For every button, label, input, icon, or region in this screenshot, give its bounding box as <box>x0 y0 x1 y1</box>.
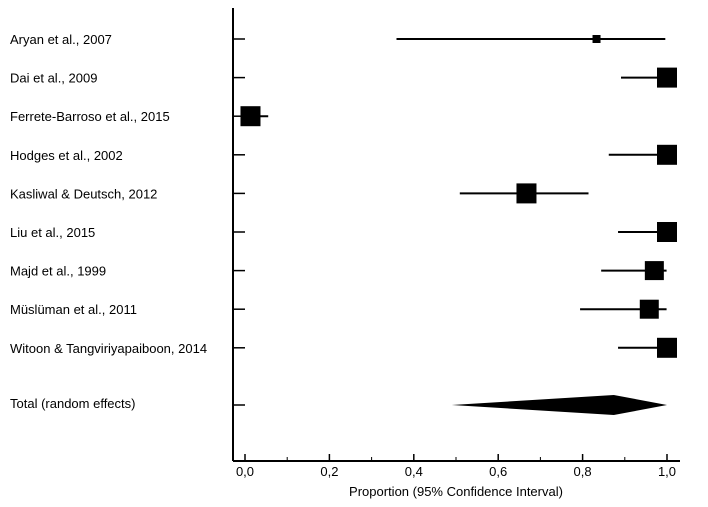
estimate-square <box>657 337 677 358</box>
study-label: Dai et al., 2009 <box>10 71 97 86</box>
axes <box>232 8 680 462</box>
study-label: Ferrete-Barroso et al., 2015 <box>10 109 170 124</box>
estimate-square <box>657 67 677 88</box>
study-labels: Aryan et al., 2007 Dai et al., 2009 Ferret… <box>10 32 207 411</box>
x-tick-label: 0,6 <box>489 464 507 479</box>
estimate-square <box>592 35 601 43</box>
x-tick-label: 0,2 <box>320 464 338 479</box>
estimate-square <box>657 222 677 242</box>
study-label: Majd et al., 1999 <box>10 264 106 279</box>
estimate-square <box>644 261 664 281</box>
total-label: Total (random effects) <box>10 396 135 411</box>
estimate-square <box>516 183 537 204</box>
x-axis-ticks: 0,0 0,2 0,4 0,6 0,8 1,0 <box>236 454 676 479</box>
x-axis-title: Proportion (95% Confidence Interval) <box>349 484 563 499</box>
study-label: Liu et al., 2015 <box>10 225 95 240</box>
total-diamond <box>451 395 667 415</box>
study-label: Müslüman et al., 2011 <box>10 302 137 317</box>
x-tick-label: 0,8 <box>574 464 592 479</box>
estimate-square <box>657 144 677 165</box>
study-marks <box>240 35 677 415</box>
x-tick-label: 0,0 <box>236 464 254 479</box>
estimate-square <box>639 299 659 319</box>
study-label: Witoon & Tangviriyapaiboon, 2014 <box>10 341 207 356</box>
x-tick-label: 1,0 <box>658 464 676 479</box>
estimate-square <box>240 106 261 127</box>
study-label: Kasliwal & Deutsch, 2012 <box>10 186 157 201</box>
x-tick-label: 0,4 <box>405 464 423 479</box>
study-label: Hodges et al., 2002 <box>10 148 123 163</box>
study-label: Aryan et al., 2007 <box>10 32 112 47</box>
